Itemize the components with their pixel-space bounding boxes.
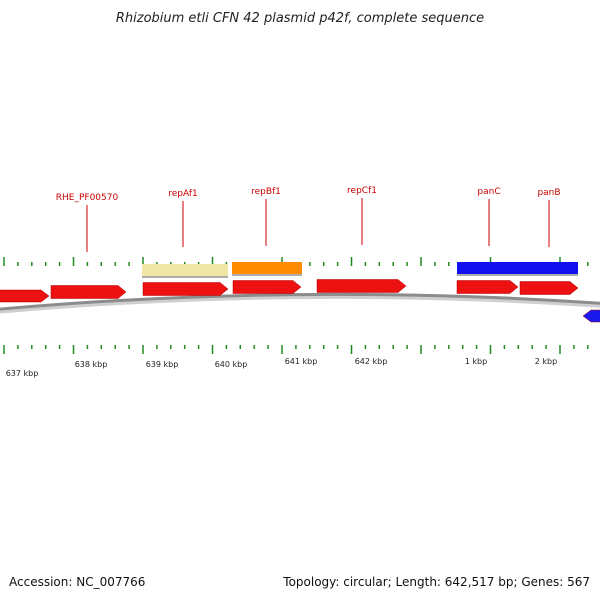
cds-bar-repBf1-shadow bbox=[232, 274, 302, 276]
scale-label: 641 kbp bbox=[285, 357, 318, 366]
footer-summary: Topology: circular; Length: 642,517 bp; … bbox=[282, 575, 590, 589]
gene-arrow-reverse bbox=[582, 309, 600, 323]
cds-bar-repAf1 bbox=[142, 264, 228, 276]
cds-track bbox=[142, 262, 578, 278]
cds-bar-panC-panB-shadow bbox=[457, 274, 578, 276]
plasmid-backbone-shadow bbox=[0, 293, 600, 314]
gene-track bbox=[0, 279, 600, 323]
cds-bar-panC-panB bbox=[457, 262, 578, 274]
scale-label: 640 kbp bbox=[215, 360, 248, 369]
gene-labels: RHE_PF00570 repAf1 repBf1 repCf1 panC panB bbox=[56, 186, 561, 203]
gene-arrow-1 bbox=[0, 289, 50, 303]
scale-label: 1 kbp bbox=[465, 357, 487, 366]
gene-label-panB: panB bbox=[537, 188, 560, 198]
gene-label-panC: panC bbox=[477, 187, 500, 197]
footer-accession: Accession: NC_007766 bbox=[9, 575, 145, 589]
tick-row-bottom bbox=[3, 345, 589, 354]
scale-labels: 637 kbp 638 kbp 639 kbp 640 kbp 641 kbp 642 k… bbox=[6, 357, 558, 378]
scale-label: 638 kbp bbox=[75, 360, 108, 369]
gene-arrow-repCf1 bbox=[316, 279, 407, 293]
scale-label: 637 kbp bbox=[6, 369, 39, 378]
scale-label: 2 kbp bbox=[535, 357, 557, 366]
gene-label-repA: repAf1 bbox=[168, 189, 197, 199]
gene-label-repC: repCf1 bbox=[347, 186, 377, 196]
gene-arrow-2 bbox=[50, 285, 127, 299]
gene-arrow-repAf1 bbox=[142, 282, 229, 296]
gene-arrow-repBf1 bbox=[232, 280, 302, 294]
gene-arrow-panC bbox=[456, 280, 519, 294]
map-title: Rhizobium etli CFN 42 plasmid p42f, comp… bbox=[116, 11, 484, 26]
scale-label: 642 kbp bbox=[355, 357, 388, 366]
gene-label-repB: repBf1 bbox=[251, 187, 281, 197]
scale-label: 639 kbp bbox=[146, 360, 179, 369]
cds-bar-repBf1 bbox=[232, 262, 302, 274]
plasmid-backbone bbox=[0, 292, 600, 311]
cds-bar-repAf1-shadow bbox=[142, 276, 228, 278]
gene-arrow-panB bbox=[519, 281, 579, 295]
label-leader-lines bbox=[86, 198, 550, 252]
gene-label-rhe: RHE_PF00570 bbox=[56, 193, 119, 203]
